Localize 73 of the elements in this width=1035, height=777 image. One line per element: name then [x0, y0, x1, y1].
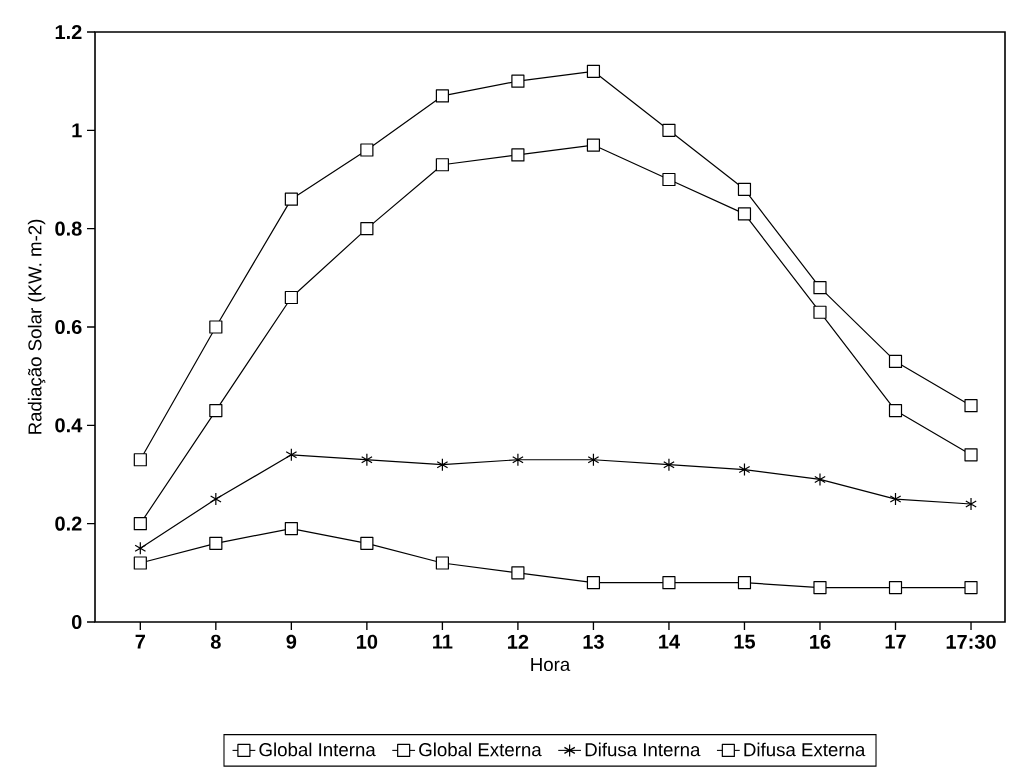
point [587, 453, 600, 467]
point [889, 492, 902, 506]
legend-label: Difusa Externa [744, 742, 866, 757]
point [360, 143, 374, 157]
point [284, 192, 298, 206]
point [814, 472, 826, 487]
y-tick-label: 0.8 [55, 221, 82, 236]
x-tick-label: 10 [357, 634, 378, 649]
point [209, 320, 223, 334]
point [737, 207, 752, 221]
point [133, 556, 147, 570]
point [737, 182, 752, 196]
y-tick-label: 0.2 [55, 516, 82, 531]
point [813, 281, 827, 295]
x-axis-title: Hora [531, 658, 571, 672]
point [662, 576, 676, 590]
y-tick-label: 1 [72, 123, 82, 138]
point [888, 403, 903, 418]
legend-label: Global Interna [259, 742, 376, 757]
point [284, 521, 298, 536]
y-tick-label: 0.4 [55, 418, 83, 433]
y-tick-label: 0.6 [55, 319, 82, 335]
point [586, 138, 601, 152]
point [964, 580, 978, 595]
x-tick-label: 16 [810, 634, 831, 649]
point [511, 566, 525, 580]
x-tick-label: 14 [659, 634, 680, 649]
x-tick-label: 9 [286, 634, 297, 649]
legend-label: Global Externa [419, 742, 542, 757]
point [662, 123, 676, 137]
point [209, 403, 223, 418]
point [361, 453, 373, 467]
y-tick-label: 1.2 [55, 25, 82, 39]
point [360, 536, 374, 550]
x-tick-label: 17:30 [946, 634, 996, 649]
point [511, 74, 525, 88]
point [133, 517, 147, 531]
point [360, 222, 374, 236]
point [964, 399, 978, 413]
point [888, 354, 903, 368]
point [209, 536, 223, 550]
point [133, 453, 147, 467]
point [436, 458, 449, 472]
legend-label: Difusa Interna [585, 742, 701, 757]
point [813, 305, 827, 319]
point [210, 492, 222, 506]
point [737, 576, 752, 590]
y-axis-title: Radiação Solar (KW. m-2) [27, 219, 46, 434]
x-tick-label: 17 [885, 634, 906, 649]
point [512, 453, 524, 467]
point [738, 462, 751, 477]
x-tick-label: 7 [135, 634, 145, 649]
point [586, 576, 601, 590]
point [511, 148, 525, 162]
point [813, 580, 827, 595]
point [435, 158, 449, 172]
point [134, 541, 147, 555]
x-tick-label: 13 [583, 634, 604, 649]
point [285, 448, 298, 462]
point [284, 290, 298, 305]
point [586, 64, 601, 78]
x-tick-label: 8 [210, 634, 221, 649]
x-tick-label: 15 [734, 634, 756, 649]
point [965, 497, 977, 511]
point [964, 448, 978, 462]
y-tick-label: 0 [71, 614, 82, 630]
point [435, 89, 449, 103]
x-tick-label: 12 [508, 634, 529, 649]
point [888, 580, 903, 595]
point [435, 556, 449, 570]
point [663, 458, 675, 472]
point [662, 172, 676, 187]
x-tick-label: 11 [433, 634, 453, 649]
